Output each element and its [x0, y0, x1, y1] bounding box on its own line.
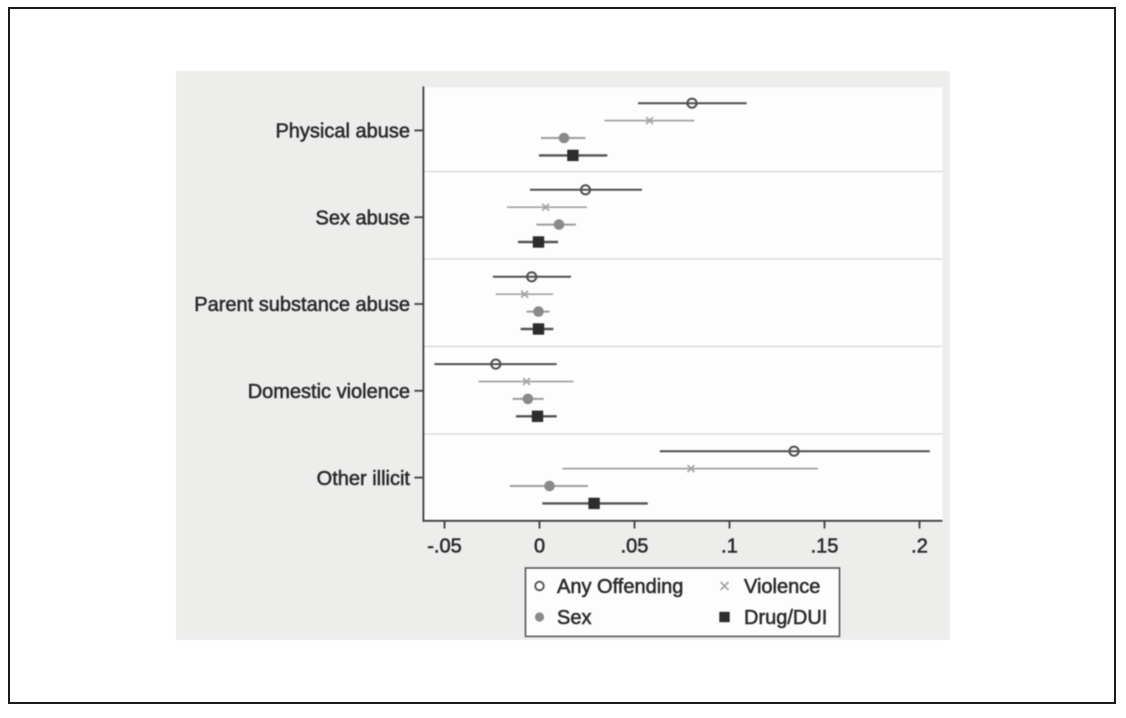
svg-text:Physical abuse: Physical abuse [275, 121, 410, 143]
svg-text:Drug/DUI: Drug/DUI [744, 607, 827, 629]
svg-text:.1: .1 [721, 536, 738, 558]
svg-text:.05: .05 [621, 536, 649, 558]
svg-text:-.05: -.05 [427, 536, 461, 558]
svg-text:0: 0 [534, 536, 545, 558]
svg-text:Violence: Violence [744, 576, 820, 598]
svg-text:Parent substance abuse: Parent substance abuse [194, 294, 410, 316]
svg-text:.2: .2 [911, 536, 928, 558]
svg-text:Sex abuse: Sex abuse [315, 207, 410, 229]
svg-text:Other illicit: Other illicit [317, 468, 411, 490]
svg-text:.15: .15 [811, 536, 839, 558]
svg-text:Domestic violence: Domestic violence [248, 381, 410, 403]
svg-text:Sex: Sex [557, 607, 591, 629]
svg-text:Any Offending: Any Offending [557, 576, 683, 598]
